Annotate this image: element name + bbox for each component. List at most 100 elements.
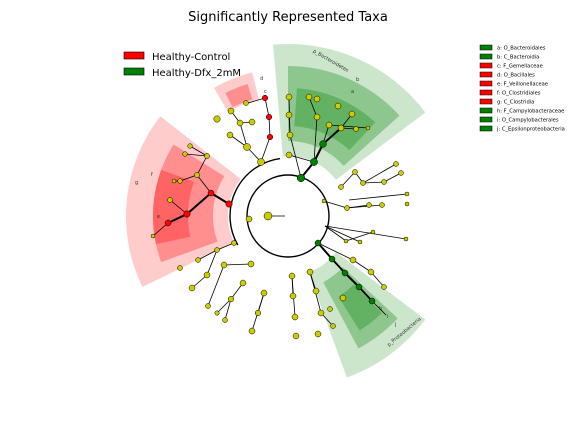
key-swatch-j <box>479 125 493 132</box>
tree-node-81 <box>404 201 410 207</box>
tree-edge-27 <box>152 222 169 237</box>
tree-edge-20 <box>264 97 270 118</box>
tree-node-62 <box>317 309 325 317</box>
tree-edge-bold-4 <box>186 192 212 215</box>
clade-label-i: i <box>387 314 388 320</box>
tree-node-28 <box>225 200 233 208</box>
tree-edge-34 <box>206 249 218 276</box>
sector-campylobacterales <box>338 284 382 331</box>
tree-edge-58 <box>345 231 374 242</box>
key-label-c: c: F_Gemellaceae <box>497 64 543 70</box>
taxa-key: a: O_Bacteroidales b: C_Bacteroidia c: F_G… <box>479 44 565 133</box>
arc-firmicutes <box>229 157 281 246</box>
clade-label-e: e <box>157 214 160 220</box>
clade-label-g: g <box>135 180 138 186</box>
clade-label-a: a <box>351 89 354 95</box>
tree-node-70 <box>349 256 357 264</box>
tree-edge-40 <box>216 298 232 314</box>
tree-edge-55 <box>352 259 372 273</box>
clade-label-h: h <box>379 306 382 312</box>
tree-node-72 <box>381 284 387 290</box>
tree-edge-10 <box>313 116 318 163</box>
tree-node-63 <box>312 287 320 295</box>
tree-edge-60 <box>324 225 361 243</box>
tree-node-79 <box>366 202 372 208</box>
group-legend: Healthy-Control Healthy-Dfx_2mM <box>123 51 241 79</box>
tree-node-43 <box>203 271 211 279</box>
tree-node-90 <box>327 306 333 312</box>
tree-node-14 <box>305 93 313 101</box>
key-label-i: i: O_Campylobacterales <box>497 118 559 124</box>
tree-node-23 <box>213 115 221 123</box>
key-swatch-d <box>479 71 493 78</box>
tree-node-56 <box>254 309 262 317</box>
tree-node-84 <box>360 180 366 186</box>
tree-node-78 <box>344 205 350 211</box>
tree-edge-47 <box>309 271 317 292</box>
tree-edge-bold-3 <box>210 192 230 205</box>
tree-node-49 <box>205 303 211 309</box>
tree-node-52 <box>214 310 220 316</box>
tree-node-88 <box>404 191 410 197</box>
sector-clostridiales <box>153 144 225 263</box>
sector-bacteroidales <box>294 88 376 151</box>
tree-node-1 <box>296 173 306 183</box>
key-swatch-g <box>479 98 493 105</box>
tree-edge-bold-5 <box>167 213 188 224</box>
tree-node-44 <box>195 257 201 263</box>
tree-node-77 <box>321 198 327 204</box>
tree-node-55 <box>248 327 256 335</box>
tree-node-41 <box>231 240 237 246</box>
tree-node-61 <box>306 268 314 276</box>
key-swatch-h <box>479 107 493 114</box>
tree-node-73 <box>343 238 349 244</box>
tree-node-86 <box>393 161 399 167</box>
tree-node-25 <box>266 133 274 141</box>
tree-node-80 <box>379 202 385 208</box>
sector-epsilonproteobacteria <box>323 267 398 349</box>
tree-node-2 <box>310 158 318 166</box>
tree-edge-61 <box>323 200 348 209</box>
tree-node-51 <box>227 295 235 303</box>
tree-edge-69 <box>348 193 408 201</box>
key-label-f: f: O_Clostridiales <box>497 91 541 97</box>
tree-node-71 <box>367 268 375 276</box>
tree-node-60 <box>292 332 300 340</box>
tree-node-11 <box>285 111 293 119</box>
tree-node-82 <box>338 184 344 190</box>
tree-edge-31 <box>189 145 208 157</box>
tree-node-66 <box>328 255 336 263</box>
tree-node-21 <box>227 107 235 115</box>
tree-edge-26 <box>169 199 188 215</box>
key-label-e: e: F_Veillonellaceae <box>497 82 548 88</box>
tree-node-27 <box>261 94 269 102</box>
tree-edge-38 <box>207 264 225 307</box>
tree-edge-39 <box>230 282 244 300</box>
sector-proteobacteria <box>308 252 426 378</box>
sector-clostridia <box>126 116 241 288</box>
tree-node-36 <box>204 153 210 159</box>
tree-edge-59 <box>324 225 407 240</box>
tree-node-24 <box>243 100 249 106</box>
tree-node-16 <box>334 102 342 110</box>
tree-edge-bold-2 <box>322 127 342 145</box>
tree-node-83 <box>352 169 358 175</box>
tree-node-0 <box>263 211 273 221</box>
tree-edge-64 <box>340 171 356 188</box>
tree-node-58 <box>291 313 299 321</box>
legend-swatch-control <box>123 51 145 60</box>
tree-node-17 <box>257 158 265 166</box>
tree-edge-45 <box>291 275 294 297</box>
tree-node-59 <box>289 292 297 300</box>
tree-edge-43 <box>257 292 265 314</box>
tree-node-37 <box>182 151 188 157</box>
tree-node-91 <box>314 330 322 338</box>
tree-edge-30 <box>184 153 208 157</box>
tree-node-67 <box>341 269 349 277</box>
tree-node-30 <box>183 210 191 218</box>
tree-edge-68 <box>383 172 402 183</box>
key-swatch-e <box>479 80 493 87</box>
tree-edge-18 <box>260 136 271 163</box>
tree-node-19 <box>226 131 234 139</box>
tree-node-4 <box>337 124 345 132</box>
